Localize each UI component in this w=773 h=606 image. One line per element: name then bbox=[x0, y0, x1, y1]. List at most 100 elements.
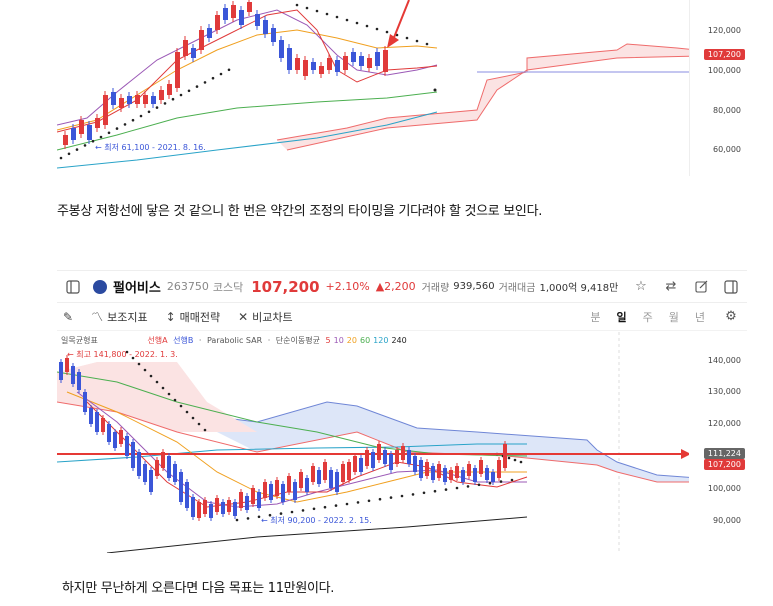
psar-dot bbox=[312, 507, 316, 511]
psar-dot bbox=[227, 68, 231, 72]
pointer-arrow bbox=[392, 0, 410, 41]
candle bbox=[375, 52, 380, 66]
candle bbox=[161, 452, 165, 468]
psar-dot bbox=[415, 39, 419, 43]
psar-dot bbox=[513, 458, 517, 462]
legend-ma-60: 60 bbox=[359, 336, 371, 345]
daily-chart: ← 최고 141,800 - 2022. 1. 3. ← 최저 90,200 - … bbox=[56, 332, 747, 554]
psar-dot bbox=[197, 422, 201, 426]
period-month[interactable]: 월 bbox=[668, 310, 679, 324]
candle bbox=[65, 358, 69, 372]
psar-dot bbox=[246, 517, 250, 520]
stock-code: 263750 bbox=[166, 280, 209, 293]
psar-dot bbox=[268, 513, 272, 517]
candle bbox=[221, 502, 225, 514]
lead-b-line bbox=[286, 55, 689, 151]
psar-dot bbox=[367, 499, 371, 503]
psar-dot bbox=[115, 127, 119, 130]
psar-dot bbox=[499, 480, 503, 483]
sidebar-toggle-icon[interactable] bbox=[63, 277, 83, 297]
candle bbox=[425, 462, 429, 476]
candle bbox=[377, 444, 381, 460]
period-day[interactable]: 일 bbox=[616, 310, 627, 324]
psar-dot bbox=[219, 72, 223, 76]
psar-dot bbox=[411, 493, 415, 496]
candle bbox=[367, 58, 372, 68]
candle bbox=[371, 452, 375, 468]
candle bbox=[431, 466, 435, 480]
candle bbox=[71, 128, 76, 140]
psar-dot bbox=[137, 362, 141, 366]
candle bbox=[83, 392, 87, 412]
indicator-icon: 〽 bbox=[91, 310, 104, 324]
candle bbox=[233, 502, 237, 516]
psar-dot bbox=[179, 93, 183, 97]
psar-dot bbox=[161, 386, 165, 390]
psar-dot bbox=[385, 30, 389, 34]
axis-tick: 100,000 bbox=[707, 66, 741, 75]
candle bbox=[455, 466, 459, 478]
legend-ma-240: 240 bbox=[391, 336, 407, 345]
panel-toggle-icon[interactable] bbox=[721, 277, 741, 297]
psar-dot bbox=[75, 148, 79, 151]
legend-psar: Parabolic SAR bbox=[206, 336, 263, 345]
period-year[interactable]: 년 bbox=[694, 310, 705, 324]
candle bbox=[191, 497, 195, 517]
psar-dot bbox=[356, 501, 360, 504]
psar-dot bbox=[315, 9, 319, 13]
psar-dot bbox=[257, 515, 261, 519]
period-minute[interactable]: 분 bbox=[590, 310, 601, 324]
psar-dot bbox=[295, 3, 299, 7]
psar-dot bbox=[185, 410, 189, 414]
stock-name[interactable]: 펄어비스 bbox=[113, 281, 161, 296]
psar-dot bbox=[131, 356, 135, 360]
candle bbox=[257, 492, 261, 508]
candle bbox=[77, 372, 81, 390]
candle bbox=[143, 464, 147, 482]
psar-dot bbox=[488, 481, 492, 485]
drawing-tool-button[interactable]: ✎ bbox=[63, 310, 73, 324]
candle bbox=[347, 462, 351, 480]
weekly-price-axis: 120,000 107,200 100,000 80,000 60,000 bbox=[689, 0, 747, 176]
candle bbox=[395, 450, 399, 464]
ichimoku-cloud-blue bbox=[177, 402, 689, 482]
candle bbox=[275, 480, 279, 496]
period-week[interactable]: 주 bbox=[642, 310, 653, 324]
psar-dot bbox=[195, 85, 199, 88]
psar-dot bbox=[507, 456, 511, 460]
candle bbox=[491, 472, 495, 482]
candle bbox=[319, 66, 324, 74]
candle bbox=[293, 482, 297, 500]
amount-value: 1,000억 9,418만 bbox=[539, 283, 619, 294]
candle bbox=[207, 28, 212, 38]
stock-market: 코스닥 bbox=[212, 280, 244, 294]
indicator-button[interactable]: 〽 보조지표 bbox=[91, 308, 148, 325]
compare-button[interactable]: ✕ 비교차트 bbox=[238, 309, 293, 325]
high-annotation: ← 최고 141,800 - 2022. 1. 3. bbox=[67, 349, 178, 359]
candle bbox=[461, 470, 465, 482]
candle bbox=[59, 362, 63, 380]
psar-dot bbox=[149, 374, 153, 378]
axis-tick: 140,000 bbox=[707, 356, 741, 365]
candle bbox=[255, 14, 260, 26]
psar-dot bbox=[191, 416, 195, 420]
swap-arrows-icon[interactable]: ⇄ bbox=[665, 279, 677, 294]
candle bbox=[111, 92, 116, 105]
strategy-button[interactable]: ↕ 매매전략 bbox=[166, 309, 221, 325]
psar-dot bbox=[91, 139, 95, 143]
edit-icon[interactable] bbox=[691, 277, 711, 297]
favorite-star-icon[interactable]: ☆ bbox=[635, 279, 647, 294]
chart-toolbar: ✎ 〽 보조지표 ↕ 매매전략 ✕ 비교차트 분 일 주 월 년 ⚙ bbox=[57, 303, 747, 331]
candle bbox=[317, 470, 321, 484]
legend-lead-b: 선행B bbox=[173, 336, 194, 345]
candle bbox=[383, 50, 388, 72]
candle bbox=[215, 15, 220, 30]
settings-gear-icon[interactable]: ⚙ bbox=[725, 309, 737, 324]
candle bbox=[327, 58, 332, 70]
candle bbox=[353, 456, 357, 472]
ma-60-line bbox=[56, 371, 528, 457]
psar-dot bbox=[67, 152, 71, 156]
weekly-chart: ← 최저 61,100 - 2021. 8. 16. 120,000 107,2… bbox=[57, 0, 747, 176]
candle bbox=[299, 472, 303, 488]
amount-label: 거래대금 bbox=[498, 283, 536, 294]
